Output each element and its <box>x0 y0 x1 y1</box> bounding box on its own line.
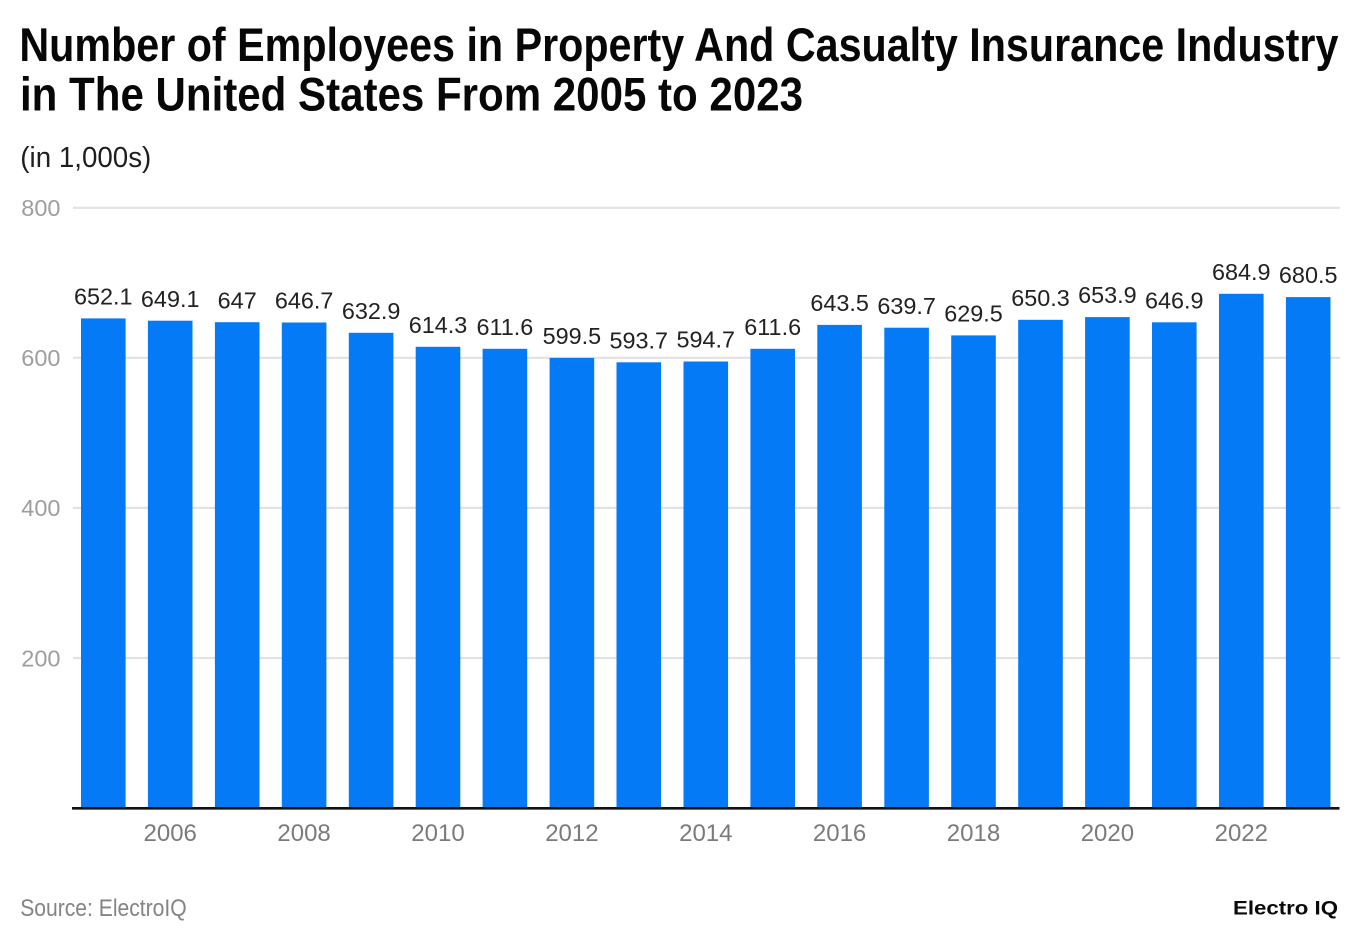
svg-text:652.1: 652.1 <box>74 284 133 310</box>
svg-text:2014: 2014 <box>679 820 732 847</box>
svg-text:2018: 2018 <box>947 820 1000 847</box>
svg-text:647: 647 <box>218 287 257 313</box>
svg-text:400: 400 <box>21 495 60 521</box>
svg-text:611.6: 611.6 <box>476 314 533 340</box>
svg-text:2010: 2010 <box>411 820 464 847</box>
svg-text:2012: 2012 <box>545 820 598 847</box>
svg-text:2022: 2022 <box>1215 820 1268 847</box>
svg-text:200: 200 <box>21 645 60 671</box>
svg-text:629.5: 629.5 <box>944 301 1003 327</box>
svg-text:2020: 2020 <box>1081 820 1134 847</box>
svg-text:Number of Employees in Propert: Number of Employees in Property And Casu… <box>19 18 1338 71</box>
svg-text:2008: 2008 <box>277 820 330 847</box>
svg-text:649.1: 649.1 <box>141 286 200 312</box>
svg-text:653.9: 653.9 <box>1078 282 1137 308</box>
svg-text:Electro IQ: Electro IQ <box>1233 898 1338 919</box>
svg-text:(in 1,000s): (in 1,000s) <box>20 142 151 174</box>
svg-text:646.7: 646.7 <box>275 288 334 314</box>
svg-text:632.9: 632.9 <box>342 298 401 324</box>
svg-text:2006: 2006 <box>144 820 197 847</box>
svg-text:Source: ElectroIQ: Source: ElectroIQ <box>20 895 187 922</box>
svg-text:614.3: 614.3 <box>409 312 468 338</box>
svg-text:611.6: 611.6 <box>744 314 801 340</box>
svg-text:643.5: 643.5 <box>810 290 869 316</box>
svg-text:684.9: 684.9 <box>1212 259 1271 285</box>
svg-text:800: 800 <box>21 195 60 221</box>
svg-text:646.9: 646.9 <box>1145 287 1204 313</box>
svg-text:in The United States From 2005: in The United States From 2005 to 2023 <box>20 67 803 120</box>
svg-text:680.5: 680.5 <box>1279 262 1338 288</box>
svg-text:2016: 2016 <box>813 820 866 847</box>
svg-text:593.7: 593.7 <box>610 327 669 353</box>
svg-text:594.7: 594.7 <box>677 327 736 353</box>
svg-text:639.7: 639.7 <box>877 293 936 319</box>
svg-text:650.3: 650.3 <box>1011 285 1070 311</box>
svg-text:600: 600 <box>21 345 60 371</box>
svg-text:599.5: 599.5 <box>543 323 602 349</box>
